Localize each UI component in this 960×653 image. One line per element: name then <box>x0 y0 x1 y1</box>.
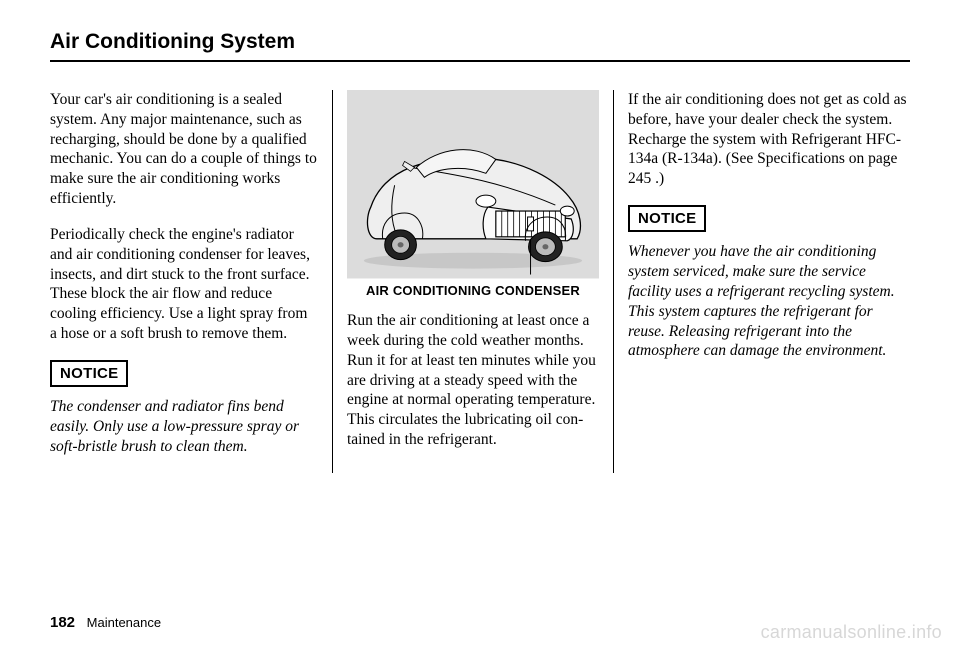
section-label: Maintenance <box>87 615 161 630</box>
col1-para2: Periodically check the engine's radiator… <box>50 225 318 344</box>
car-condenser-illustration <box>347 90 599 279</box>
col1-notice-text: The condenser and radiator fins bend eas… <box>50 397 318 456</box>
column-2: AIR CONDITIONING CONDENSER Run the air c… <box>332 90 614 473</box>
columns: Your car's air conditioning is a sealed … <box>50 90 910 473</box>
condenser-figure: AIR CONDITIONING CONDENSER <box>347 90 599 299</box>
page-footer: 182 Maintenance <box>50 614 161 631</box>
column-1: Your car's air conditioning is a sealed … <box>50 90 332 473</box>
col3-para1: If the air conditioning does not get as … <box>628 90 910 189</box>
page: Air Conditioning System Your car's air c… <box>0 0 960 653</box>
col2-para1: Run the air conditioning at least once a… <box>347 311 599 450</box>
notice-box-2: NOTICE <box>628 205 706 232</box>
col1-para1: Your car's air conditioning is a sealed … <box>50 90 318 209</box>
col3-notice-text: Whenever you have the air conditioning s… <box>628 242 910 361</box>
watermark: carmanualsonline.info <box>761 622 942 643</box>
title-row: Air Conditioning System <box>50 30 910 62</box>
column-3: If the air conditioning does not get as … <box>614 90 910 473</box>
figure-caption: AIR CONDITIONING CONDENSER <box>347 283 599 300</box>
notice-box-1: NOTICE <box>50 360 128 387</box>
page-title: Air Conditioning System <box>50 30 910 54</box>
rear-wheel <box>385 230 417 260</box>
page-number: 182 <box>50 614 75 631</box>
front-wheel <box>529 232 563 262</box>
